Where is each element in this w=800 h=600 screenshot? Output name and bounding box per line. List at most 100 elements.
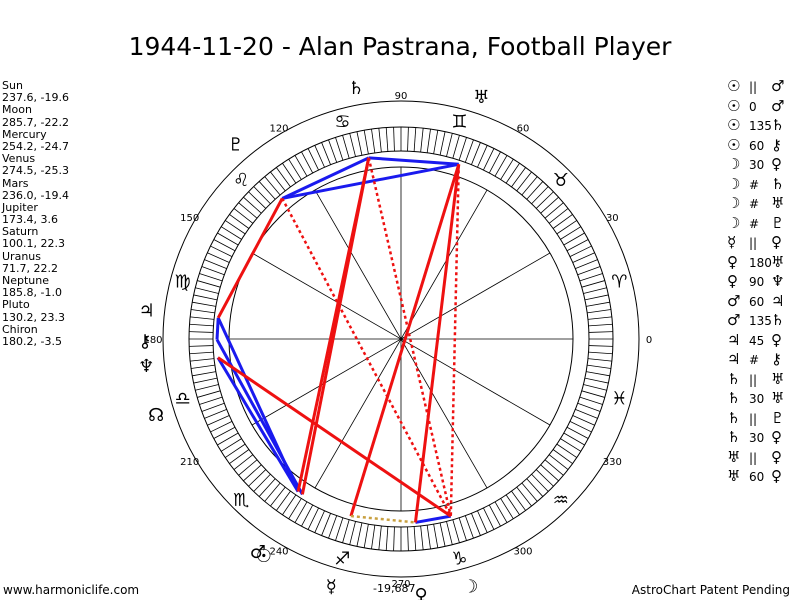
planet-glyph-pluto: ♇ xyxy=(228,134,244,155)
aspect-planet-1-glyph: ☽ xyxy=(727,213,741,232)
aspect-symbol: || xyxy=(749,411,758,426)
aspect-planet-1-glyph: ☉ xyxy=(727,116,741,134)
aspect-line-blue-solid xyxy=(368,156,459,166)
aspect-symbol: 135 xyxy=(749,119,772,133)
aspect-planet-2-glyph: ♀ xyxy=(771,155,782,173)
planet-coords-mars: 236.0, -19.4 xyxy=(2,188,69,202)
aspect-planet-1-glyph: ♅ xyxy=(727,467,741,485)
planet-coords-venus: 274.5, -25.3 xyxy=(2,164,69,178)
planet-glyph-venus: ♀ xyxy=(414,585,427,600)
aspect-line-blue-solid xyxy=(281,156,370,200)
aspect-symbol: || xyxy=(749,450,758,465)
zodiac-sign-glyph: ♒ xyxy=(553,490,569,511)
planet-positions-list: Sun 237.6, -19.6 Moon 285.7, -22.2 Mercury 25… xyxy=(2,79,69,348)
zodiac-sign-glyph: ♏ xyxy=(233,490,249,511)
degree-label: 0 xyxy=(646,335,652,346)
planet-name-jupiter: Jupiter xyxy=(2,200,38,214)
aspect-planet-2-glyph: ♂ xyxy=(771,96,785,115)
planet-glyph-uranus: ♅ xyxy=(473,87,489,108)
aspect-symbol: || xyxy=(749,236,758,250)
chart-title: 1944-11-20 - Alan Pastrana, Football Pla… xyxy=(128,32,672,61)
aspect-planet-1-glyph: ☽ xyxy=(727,194,741,212)
aspect-symbol: # xyxy=(749,197,760,211)
aspect-planet-1-glyph: ♄ xyxy=(727,408,741,427)
aspect-planet-2-glyph: ♅ xyxy=(771,389,785,407)
zodiac-sign-glyph: ♌ xyxy=(233,170,249,191)
zodiac-sign-glyph: ♉ xyxy=(553,170,569,191)
aspect-row: ♄ 30 ♀ xyxy=(727,428,799,448)
zodiac-sign-glyph: ♎ xyxy=(175,388,191,409)
aspect-symbol: 0 xyxy=(749,99,757,114)
planet-coords-jupiter: 173.4, 3.6 xyxy=(2,213,58,227)
aspect-row: ♅ 60 ♀ xyxy=(727,467,799,487)
aspect-row: ♃ # ⚷ xyxy=(727,350,799,370)
aspect-planet-1-glyph: ♄ xyxy=(727,369,741,388)
center-readout: -19,687 xyxy=(373,582,416,595)
aspect-planet-1-glyph: ☉ xyxy=(727,96,741,115)
aspect-row: ☽ # ♄ xyxy=(727,175,799,195)
aspect-line-orange-dotted xyxy=(350,514,416,524)
aspect-list: ☉ || ♂ ☉ 0 ♂ ☉ 135 ♄ ☉ 60 ⚷ ☽ 30 ♀ ☽ # ♄ ☽ # ♅ ☽ # ♇ ☿ || ♀ ♀ 180 ♅ ♀ 9… xyxy=(727,77,799,487)
aspect-line-red-solid xyxy=(296,157,371,492)
outer-ring xyxy=(162,100,640,578)
planet-name-chiron: Chiron xyxy=(2,322,38,336)
aspect-planet-1-glyph: ☽ xyxy=(727,174,741,193)
aspect-planet-1-glyph: ♄ xyxy=(727,389,741,407)
aspect-planet-1-glyph: ♃ xyxy=(727,350,741,368)
aspect-planet-2-glyph: ⚷ xyxy=(771,135,782,154)
aspect-planet-2-glyph: ♀ xyxy=(771,467,782,485)
aspect-line-blue-solid xyxy=(216,356,300,493)
aspect-line-red-dotted xyxy=(449,164,461,517)
aspect-symbol: 30 xyxy=(749,158,765,172)
degree-label: 330 xyxy=(603,457,622,468)
footer-website: www.harmoniclife.com xyxy=(3,583,140,597)
aspect-line-blue-solid xyxy=(281,162,460,200)
aspect-symbol: # xyxy=(749,216,760,231)
degree-label: 180 xyxy=(143,335,162,346)
aspect-line-red-solid xyxy=(216,197,284,319)
planet-glyph-chiron: ⚷ xyxy=(138,331,151,352)
zodiac-sign-glyph: ♐ xyxy=(334,548,350,569)
aspect-planet-1-glyph: ☿ xyxy=(727,233,737,251)
aspect-symbol: 60 xyxy=(749,470,765,484)
aspect-symbol: || xyxy=(749,80,758,94)
aspect-row: ☽ 30 ♀ xyxy=(727,155,799,175)
aspect-planet-2-glyph: ♄ xyxy=(771,174,785,193)
aspect-symbol: # xyxy=(749,177,760,192)
aspect-planet-2-glyph: ♀ xyxy=(771,233,782,251)
aspect-line-blue-solid xyxy=(415,514,452,524)
aspect-planet-1-glyph: ☉ xyxy=(727,77,741,95)
node-glyph: ☊ xyxy=(148,405,164,426)
aspect-planet-1-glyph: ♀ xyxy=(727,272,738,290)
aspect-planet-1-glyph: ☽ xyxy=(727,155,741,173)
planet-coords-moon: 285.7, -22.2 xyxy=(2,115,69,129)
aspect-planet-1-glyph: ♀ xyxy=(727,252,738,271)
aspect-symbol: 60 xyxy=(749,294,765,309)
aspect-row: ☉ 0 ♂ xyxy=(727,97,799,117)
house-spoke xyxy=(251,252,551,426)
planet-name-saturn: Saturn xyxy=(2,225,39,239)
planet-glyph-jupiter: ♃ xyxy=(139,301,155,322)
aspect-symbol: 90 xyxy=(749,275,765,289)
degree-label: 120 xyxy=(269,124,288,135)
planet-name-mercury: Mercury xyxy=(2,127,47,141)
planet-coords-uranus: 71.7, 22.2 xyxy=(2,261,58,275)
aspect-row: ♂ 135 ♄ xyxy=(727,311,799,331)
aspect-symbol: # xyxy=(749,353,760,367)
aspect-planet-2-glyph: ♀ xyxy=(771,428,782,446)
planet-name-moon: Moon xyxy=(2,103,32,117)
zodiac-sign-glyph: ♓ xyxy=(611,388,627,409)
planet-name-pluto: Pluto xyxy=(2,298,30,312)
planet-glyph-saturn: ♄ xyxy=(348,78,364,99)
planet-coords-saturn: 100.1, 22.3 xyxy=(2,237,65,251)
aspect-symbol: 30 xyxy=(749,392,765,406)
zodiac-sign-glyph: ♍ xyxy=(175,272,191,293)
degree-label: 90 xyxy=(395,91,408,102)
aspect-symbol: 60 xyxy=(749,138,765,153)
planet-glyph-mercury: ☿ xyxy=(326,576,337,597)
aspect-symbol: 45 xyxy=(749,333,765,348)
aspect-planet-1-glyph: ☉ xyxy=(727,135,741,154)
aspect-planet-2-glyph: ♅ xyxy=(771,369,785,388)
aspect-row: ☉ 135 ♄ xyxy=(727,116,799,136)
